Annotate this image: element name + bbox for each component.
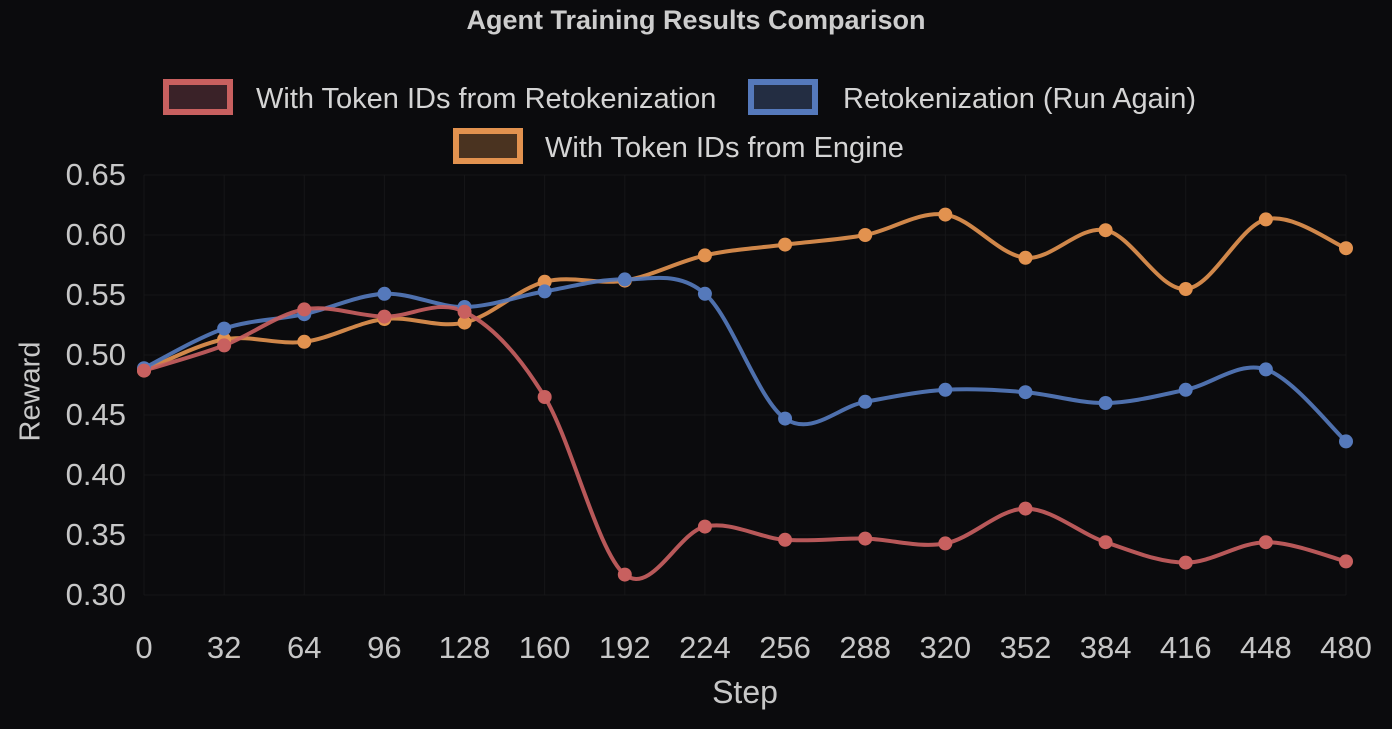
svg-text:32: 32: [207, 630, 241, 665]
svg-text:0.60: 0.60: [66, 217, 126, 252]
svg-text:224: 224: [679, 630, 731, 665]
svg-text:96: 96: [367, 630, 401, 665]
svg-text:0.30: 0.30: [66, 577, 126, 612]
svg-text:0.50: 0.50: [66, 337, 126, 372]
svg-text:352: 352: [1000, 630, 1052, 665]
svg-text:64: 64: [287, 630, 321, 665]
svg-text:448: 448: [1240, 630, 1292, 665]
svg-text:0.45: 0.45: [66, 397, 126, 432]
svg-text:480: 480: [1320, 630, 1372, 665]
svg-text:256: 256: [759, 630, 811, 665]
svg-text:0.55: 0.55: [66, 277, 126, 312]
svg-text:160: 160: [519, 630, 571, 665]
svg-text:384: 384: [1080, 630, 1132, 665]
svg-text:320: 320: [919, 630, 971, 665]
svg-text:0.35: 0.35: [66, 517, 126, 552]
svg-text:0.40: 0.40: [66, 457, 126, 492]
svg-text:416: 416: [1160, 630, 1212, 665]
svg-text:0.65: 0.65: [66, 157, 126, 192]
svg-text:192: 192: [599, 630, 651, 665]
svg-text:288: 288: [839, 630, 891, 665]
svg-text:0: 0: [135, 630, 152, 665]
svg-text:128: 128: [439, 630, 491, 665]
